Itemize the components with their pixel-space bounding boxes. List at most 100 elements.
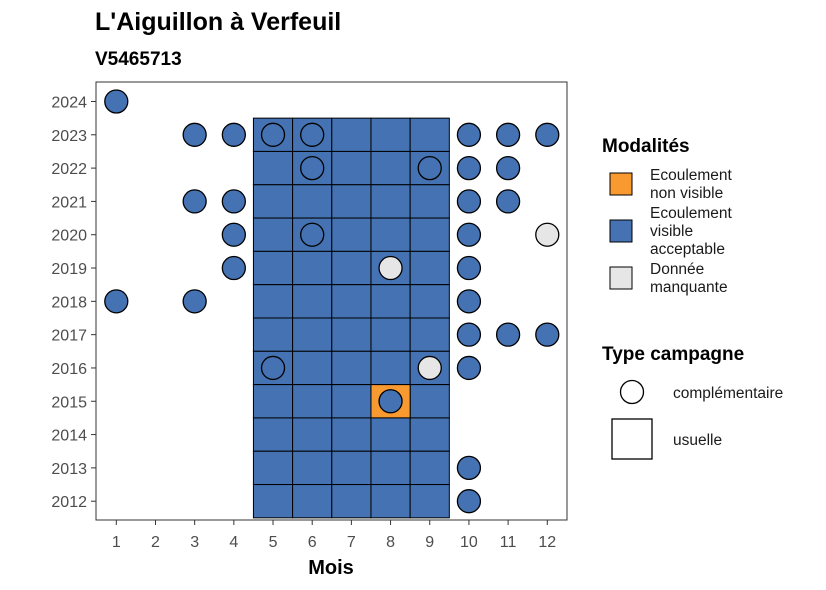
tile-2020-8 (370, 217, 411, 252)
tile-2018-5 (252, 284, 294, 319)
tile-2023-9 (409, 117, 450, 152)
point-2023-5 (260, 122, 286, 147)
usuelle-tiles (252, 117, 450, 519)
x-tick-label-4: 4 (229, 534, 238, 551)
tile-2015-6 (292, 384, 333, 419)
legend-title-modalites: Modalités (602, 136, 690, 157)
legend-key-complementaire (619, 379, 645, 405)
point-2017-12 (535, 322, 560, 347)
tile-2016-7 (331, 350, 372, 386)
y-tick-label-2018: 2018 (51, 294, 87, 311)
tile-2013-5 (252, 450, 294, 486)
tile-2017-6 (292, 317, 333, 352)
tile-2018-7 (331, 284, 372, 319)
x-tick-label-8: 8 (386, 534, 395, 551)
legend-label-ecoulement_visible_acceptable-0: Ecoulement (650, 205, 733, 222)
tile-2012-5 (252, 484, 294, 519)
tile-2023-7 (331, 117, 372, 152)
tile-2019-6 (292, 250, 333, 286)
legend-label-donnee_manquante-0: Donnée (650, 261, 704, 278)
y-axis: 2012 2013 2014 2015 2016 2017 2018 2019 2020 2021… (51, 94, 96, 511)
point-2023-3 (182, 122, 207, 147)
legend-key-usuelle (611, 418, 653, 460)
tile-2014-8 (370, 417, 411, 452)
x-tick-label-7: 7 (347, 534, 356, 551)
y-tick-label-2021: 2021 (51, 194, 87, 211)
legend-label-ecoulement_non_visible-1: non visible (650, 185, 723, 202)
x-tick-label-12: 12 (538, 534, 556, 551)
tile-2012-8 (370, 484, 411, 519)
legend-key-ecoulement_visible_acceptable (609, 219, 633, 243)
x-tick-label-1: 1 (112, 534, 121, 551)
tile-2018-6 (292, 284, 333, 319)
point-2018-1 (104, 289, 129, 314)
x-axis-title: Mois (308, 557, 354, 579)
point-2023-4 (221, 122, 246, 147)
legend-label-ecoulement_visible_acceptable-2: acceptable (650, 241, 725, 258)
tile-2015-9 (409, 384, 450, 419)
tile-2020-9 (409, 217, 450, 252)
y-tick-label-2022: 2022 (51, 161, 87, 178)
point-2019-4 (221, 255, 246, 281)
tile-2023-8 (370, 117, 411, 152)
chart-subtitle: V5465713 (95, 49, 182, 70)
point-2022-9 (417, 155, 442, 181)
x-axis: 1 2 3 4 5 6 7 8 9 10 11 12 (112, 520, 556, 551)
tile-2014-6 (292, 417, 333, 452)
tile-2014-9 (409, 417, 450, 452)
legend-title-type: Type campagne (602, 344, 744, 365)
point-2022-6 (300, 155, 325, 181)
tile-2017-9 (409, 317, 450, 352)
point-2017-11 (495, 322, 521, 347)
point-2015-8 (378, 389, 403, 414)
tile-2020-7 (331, 217, 372, 252)
tile-2021-7 (331, 184, 372, 219)
tile-2013-9 (409, 450, 450, 486)
x-tick-label-6: 6 (308, 534, 317, 551)
point-2022-10 (456, 155, 482, 181)
y-tick-label-2012: 2012 (51, 494, 87, 511)
tile-2017-7 (331, 317, 372, 352)
tile-2015-7 (331, 384, 372, 419)
point-2020-6 (300, 222, 325, 247)
tile-2012-6 (292, 484, 333, 519)
tile-2013-8 (370, 450, 411, 486)
point-2020-4 (221, 222, 246, 247)
point-2021-3 (182, 189, 207, 214)
tile-2022-8 (370, 150, 411, 186)
point-2021-11 (495, 189, 521, 214)
y-tick-label-2023: 2023 (51, 128, 87, 145)
point-2024-1 (104, 89, 129, 114)
tile-2021-9 (409, 184, 450, 219)
tile-2017-5 (252, 317, 294, 352)
point-2023-11 (495, 122, 521, 147)
x-tick-label-10: 10 (460, 534, 478, 551)
tile-2017-8 (370, 317, 411, 352)
y-tick-label-2015: 2015 (51, 394, 87, 411)
y-tick-label-2019: 2019 (51, 261, 87, 278)
x-tick-label-9: 9 (425, 534, 434, 551)
y-tick-label-2020: 2020 (51, 228, 87, 245)
tile-2018-8 (370, 284, 411, 319)
tile-2022-7 (331, 150, 372, 186)
tile-2013-7 (331, 450, 372, 486)
legend-label-ecoulement_visible_acceptable-1: visible (650, 223, 693, 240)
point-2016-9 (417, 355, 442, 381)
legend-label-type-square: usuelle (673, 432, 722, 449)
tile-2014-5 (252, 417, 294, 452)
y-tick-label-2016: 2016 (51, 361, 87, 378)
y-tick-label-2013: 2013 (51, 461, 87, 478)
tile-2019-5 (252, 250, 294, 286)
point-2022-11 (495, 155, 521, 181)
point-2020-12 (535, 222, 560, 247)
tile-2014-7 (331, 417, 372, 452)
point-2012-10 (456, 489, 482, 514)
tile-2019-9 (409, 250, 450, 286)
x-tick-label-5: 5 (269, 534, 278, 551)
y-tick-label-2024: 2024 (51, 94, 87, 111)
point-2023-10 (456, 122, 482, 147)
x-tick-label-11: 11 (500, 534, 517, 551)
point-2017-10 (456, 322, 482, 347)
